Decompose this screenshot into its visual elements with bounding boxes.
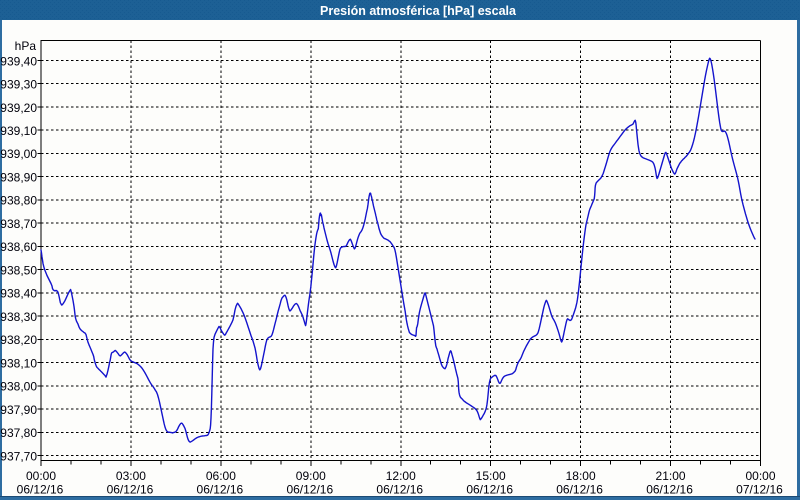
svg-text:06/12/16: 06/12/16 — [197, 483, 244, 497]
svg-text:12:00: 12:00 — [386, 469, 416, 483]
svg-text:939,20: 939,20 — [0, 101, 37, 115]
svg-text:06/12/16: 06/12/16 — [646, 483, 693, 497]
svg-text:00:00: 00:00 — [26, 469, 56, 483]
svg-text:939,10: 939,10 — [0, 124, 37, 138]
svg-text:06/12/16: 06/12/16 — [466, 483, 513, 497]
svg-text:938,10: 938,10 — [0, 356, 37, 370]
svg-text:938,00: 938,00 — [0, 380, 37, 394]
svg-text:937,90: 937,90 — [0, 403, 37, 417]
svg-text:21:00: 21:00 — [656, 469, 686, 483]
svg-text:937,80: 937,80 — [0, 426, 37, 440]
svg-text:07/12/16: 07/12/16 — [736, 483, 783, 497]
svg-text:06/12/16: 06/12/16 — [556, 483, 603, 497]
svg-text:939,40: 939,40 — [0, 54, 37, 68]
svg-text:938,40: 938,40 — [0, 287, 37, 301]
svg-text:06/12/16: 06/12/16 — [286, 483, 333, 497]
svg-text:06/12/16: 06/12/16 — [17, 483, 64, 497]
svg-text:938,50: 938,50 — [0, 263, 37, 277]
svg-text:938,60: 938,60 — [0, 240, 37, 254]
svg-text:939,00: 939,00 — [0, 147, 37, 161]
svg-text:937,70: 937,70 — [0, 449, 37, 463]
svg-text:938,80: 938,80 — [0, 194, 37, 208]
svg-text:938,90: 938,90 — [0, 170, 37, 184]
svg-text:939,30: 939,30 — [0, 78, 37, 92]
svg-text:06/12/16: 06/12/16 — [376, 483, 423, 497]
svg-text:938,20: 938,20 — [0, 333, 37, 347]
svg-text:18:00: 18:00 — [566, 469, 596, 483]
svg-text:03:00: 03:00 — [116, 469, 146, 483]
svg-text:938,70: 938,70 — [0, 217, 37, 231]
svg-text:Presión atmosférica [hPa] esca: Presión atmosférica [hPa] escala — [320, 4, 517, 18]
svg-text:00:00: 00:00 — [745, 469, 775, 483]
svg-text:06:00: 06:00 — [206, 469, 236, 483]
svg-text:15:00: 15:00 — [476, 469, 506, 483]
svg-text:938,30: 938,30 — [0, 310, 37, 324]
svg-text:06/12/16: 06/12/16 — [107, 483, 154, 497]
svg-text:09:00: 09:00 — [296, 469, 326, 483]
svg-text:hPa: hPa — [15, 39, 37, 53]
